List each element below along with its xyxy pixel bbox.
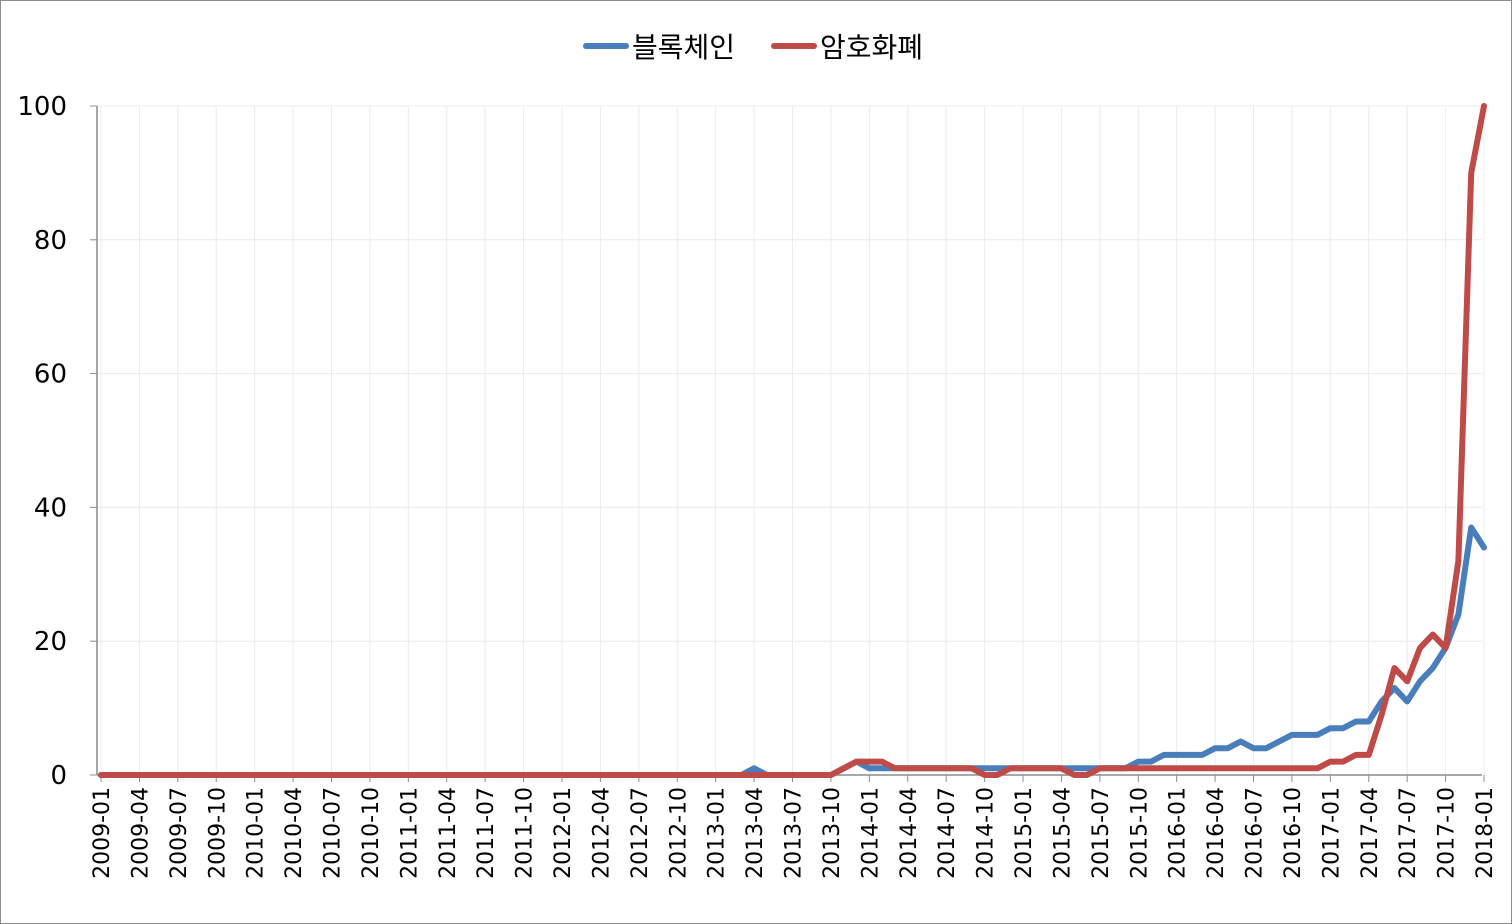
x-tick-label: 2009-01 — [90, 787, 115, 879]
x-tick-label: 2010-10 — [359, 787, 384, 879]
x-tick-label: 2010-07 — [321, 787, 346, 879]
y-tick-label: 0 — [50, 761, 67, 791]
x-tick-label: 2016-04 — [1204, 787, 1229, 879]
x-tick-label: 2017-04 — [1358, 787, 1383, 879]
x-tick-label: 2012-07 — [628, 787, 653, 879]
x-tick-labels: 2009-01 2009-04 2009-07 2009-10 2010-01 2010-… — [90, 787, 1498, 879]
x-tick-label: 2016-07 — [1243, 787, 1268, 879]
y-tick-label: 20 — [34, 627, 67, 657]
x-tick-label: 2014-07 — [935, 787, 960, 879]
series-line-2 — [98, 103, 1487, 778]
x-tick-label: 2013-07 — [782, 787, 807, 879]
x-tick-label: 2015-07 — [1089, 787, 1114, 879]
y-tick-labels: 0 20 40 60 80 100 — [17, 92, 67, 791]
x-tick-label: 2013-04 — [743, 787, 768, 879]
x-tick-label: 2010-04 — [282, 787, 307, 879]
x-tick-label: 2017-10 — [1435, 787, 1460, 879]
x-tick-label: 2017-01 — [1319, 787, 1344, 879]
x-tick-label: 2016-01 — [1166, 787, 1191, 879]
grid-lines — [97, 105, 1485, 775]
axes — [90, 105, 1485, 782]
x-tick-label: 2011-07 — [474, 787, 499, 879]
x-tick-label: 2015-04 — [1050, 787, 1075, 879]
x-tick-label: 2009-07 — [167, 787, 192, 879]
x-tick-label: 2010-01 — [244, 787, 269, 879]
y-tick-label: 40 — [34, 493, 67, 523]
x-tick-label: 2013-01 — [705, 787, 730, 879]
x-tick-label: 2012-04 — [589, 787, 614, 879]
x-tick-label: 2018-01 — [1473, 787, 1498, 879]
x-tick-label: 2009-04 — [128, 787, 153, 879]
x-tick-label: 2015-01 — [1012, 787, 1037, 879]
y-tick-label: 80 — [34, 226, 67, 256]
legend-label: 블록체인 — [632, 31, 735, 64]
x-tick-label: 2011-01 — [397, 787, 422, 879]
y-tick-label: 100 — [17, 92, 67, 122]
x-tick-label: 2011-10 — [513, 787, 538, 879]
x-tick-label: 2013-10 — [820, 787, 845, 879]
series-lines — [98, 103, 1487, 778]
legend: 블록체인 암호화폐 — [583, 31, 923, 64]
x-tick-label: 2016-10 — [1281, 787, 1306, 879]
x-tick-label: 2017-07 — [1396, 787, 1421, 879]
x-tick-label: 2012-01 — [551, 787, 576, 879]
y-tick-label: 60 — [34, 360, 67, 390]
legend-label: 암호화폐 — [820, 31, 923, 64]
x-tick-label: 2014-10 — [974, 787, 999, 879]
x-tick-label: 2009-10 — [205, 787, 230, 879]
x-tick-label: 2014-01 — [858, 787, 883, 879]
x-tick-label: 2011-04 — [436, 787, 461, 879]
x-tick-label: 2014-04 — [897, 787, 922, 879]
x-tick-label: 2012-10 — [666, 787, 691, 879]
x-tick-label: 2015-10 — [1127, 787, 1152, 879]
